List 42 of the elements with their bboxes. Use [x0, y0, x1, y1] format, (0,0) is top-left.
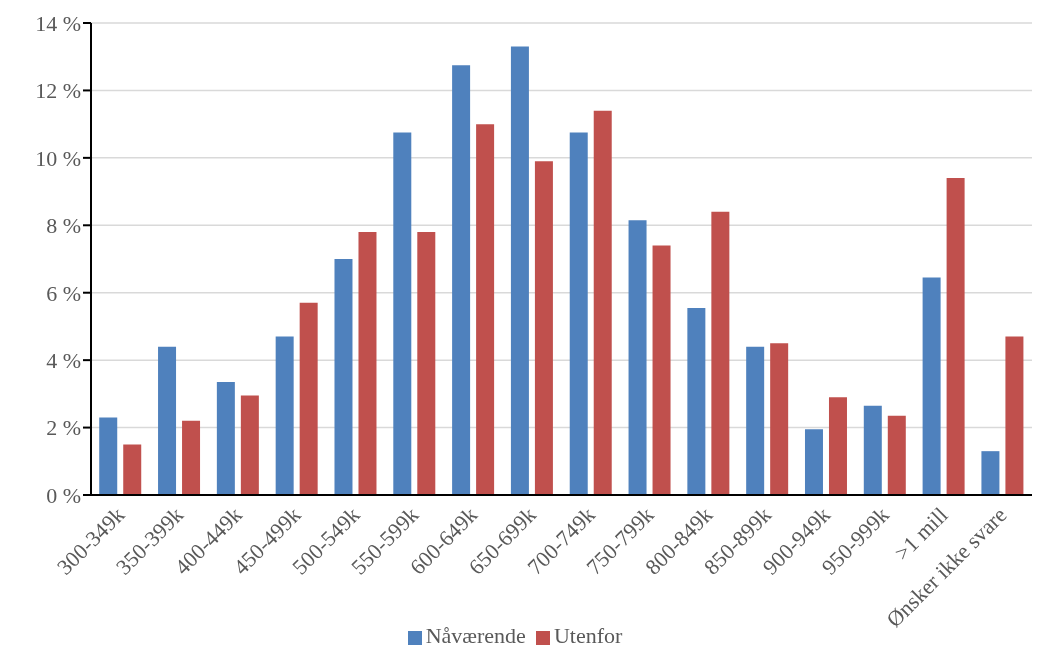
bar: [828, 397, 847, 495]
bar: [770, 343, 789, 495]
bar: [417, 232, 436, 495]
bar: [240, 395, 259, 495]
y-tick-label: 6 %: [46, 280, 81, 306]
bar: [158, 346, 177, 495]
bar: [476, 124, 495, 495]
y-tick-label: 10 %: [35, 145, 81, 171]
bar: [510, 46, 529, 495]
bar: [569, 132, 588, 495]
bar: [275, 336, 294, 495]
bar: [711, 211, 730, 495]
bar: [981, 451, 1000, 495]
bar: [804, 429, 823, 495]
y-tick-label: 4 %: [46, 347, 81, 373]
y-tick-label: 2 %: [46, 415, 81, 441]
bar: [922, 277, 941, 495]
bar: [652, 245, 671, 495]
bar: [358, 232, 377, 495]
bar: [628, 220, 647, 495]
y-tick-label: 8 %: [46, 213, 81, 239]
bar: [593, 110, 612, 495]
bar: [1005, 336, 1024, 495]
bar: [863, 405, 882, 495]
bar: [99, 417, 118, 495]
bar: [334, 259, 353, 495]
bar: [299, 302, 318, 495]
y-tick-label: 0 %: [46, 482, 81, 508]
bar: [687, 307, 706, 495]
bar: [946, 178, 965, 495]
bar: [123, 444, 142, 495]
bar: [887, 415, 906, 495]
legend-label: Nåværende: [425, 623, 526, 648]
bar: [393, 132, 412, 495]
bar: [452, 65, 471, 495]
bar: [534, 161, 553, 495]
bar: [182, 420, 201, 495]
bar: [746, 346, 765, 495]
y-tick-label: 14 %: [35, 10, 81, 36]
y-tick-label: 12 %: [35, 78, 81, 104]
bar: [216, 382, 235, 495]
legend-label: Utenfor: [553, 623, 623, 648]
